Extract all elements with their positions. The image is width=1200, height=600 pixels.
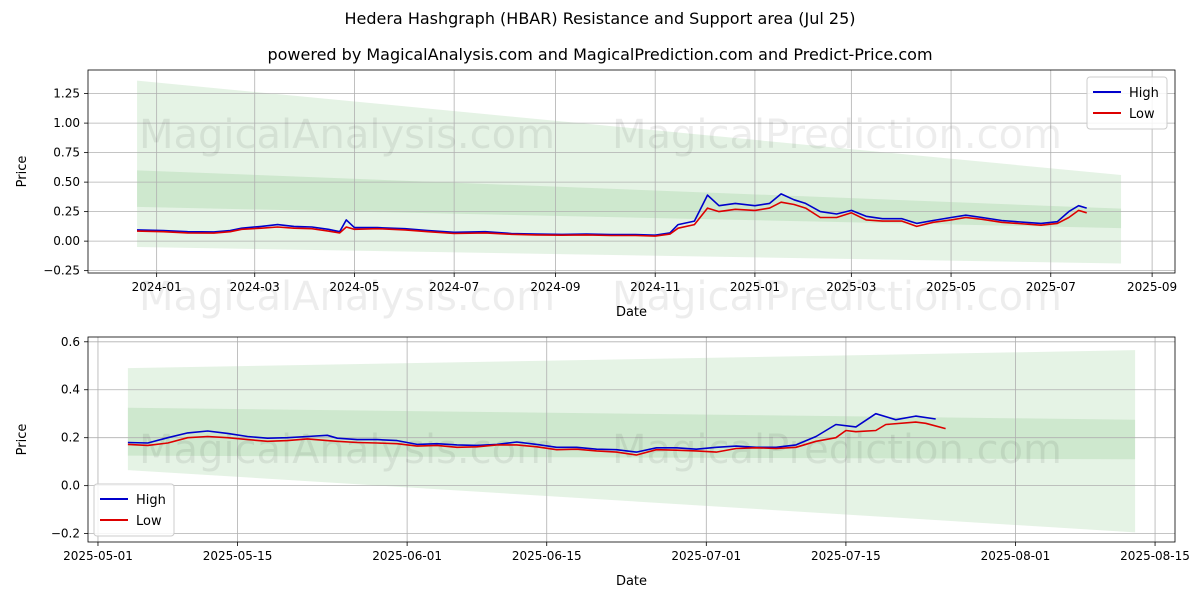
x-tick-label: 2024-11 <box>630 280 680 294</box>
plot-frame <box>87 69 1176 274</box>
y-tick-label: 0.75 <box>53 146 80 160</box>
legend-label-low: Low <box>1129 107 1155 122</box>
series-line-high <box>127 412 936 453</box>
x-tick-label: 2025-09 <box>1127 280 1177 294</box>
y-tick-label: −0.2 <box>51 527 80 541</box>
x-tick-label: 2025-05-01 <box>63 549 133 563</box>
x-tick-label: 2025-06-01 <box>372 549 442 563</box>
y-tick-label: 0.0 <box>61 479 80 493</box>
series-line-low <box>127 421 946 456</box>
x-tick-label: 2025-06-15 <box>512 549 582 563</box>
x-tick-label: 2025-05-15 <box>203 549 273 563</box>
x-tick-label: 2025-07-01 <box>671 549 741 563</box>
legend-label-high: High <box>136 493 166 508</box>
x-tick-label: 2025-08-01 <box>981 549 1051 563</box>
support-resistance-inner-band <box>137 170 1122 229</box>
x-tick-label: 2025-08-15 <box>1120 549 1190 563</box>
plot-frame <box>87 336 1176 543</box>
x-tick-label: 2025-05 <box>926 280 976 294</box>
y-tick-label: 0.2 <box>61 431 80 445</box>
x-tick-label: 2024-09 <box>530 280 580 294</box>
support-resistance-outer-band <box>127 350 1136 533</box>
support-resistance-inner-band <box>127 407 1136 460</box>
x-tick-label: 2024-05 <box>329 280 379 294</box>
chart-subtitle: powered by MagicalAnalysis.com and Magic… <box>267 45 933 64</box>
x-tick-label: 2025-03 <box>826 280 876 294</box>
x-tick-label: 2025-01 <box>730 280 780 294</box>
y-tick-label: 0.6 <box>61 335 80 349</box>
y-axis-label: Price <box>15 156 30 188</box>
x-axis-label: Date <box>616 305 647 320</box>
x-tick-label: 2025-07-15 <box>811 549 881 563</box>
series-line-low <box>136 201 1087 237</box>
y-tick-label: 0.50 <box>53 175 80 189</box>
chart-title: Hedera Hashgraph (HBAR) Resistance and S… <box>344 9 856 28</box>
y-tick-label: 1.00 <box>53 116 80 130</box>
legend-box <box>1086 76 1168 130</box>
watermark-text: MagicalPrediction.com <box>612 274 1062 320</box>
y-tick-label: 1.25 <box>53 87 80 101</box>
x-axis-label: Date <box>616 574 647 589</box>
x-tick-label: 2024-07 <box>429 280 479 294</box>
y-tick-label: 0.4 <box>61 383 80 397</box>
watermark-text: MagicalAnalysis.com <box>139 112 555 158</box>
x-tick-label: 2024-01 <box>132 280 182 294</box>
x-tick-label: 2024-03 <box>230 280 280 294</box>
chart-top: 2024-01 2024-03 2024-05 2024-07 2024-09 2024-… <box>15 69 1177 320</box>
x-tick-label: 2025-07 <box>1026 280 1076 294</box>
legend-box <box>93 483 175 537</box>
y-tick-label: 0.00 <box>53 234 80 248</box>
series-line-high <box>136 193 1087 236</box>
watermark-text: MagicalAnalysis.com <box>139 427 555 473</box>
y-axis-label: Price <box>15 424 30 456</box>
watermark-text: MagicalAnalysis.com <box>139 274 555 320</box>
legend-label-low: Low <box>136 514 162 529</box>
watermark-text: MagicalPrediction.com <box>612 112 1062 158</box>
y-tick-label: 0.25 <box>53 205 80 219</box>
legend-label-high: High <box>1129 86 1159 101</box>
y-tick-label: −0.25 <box>43 264 80 278</box>
